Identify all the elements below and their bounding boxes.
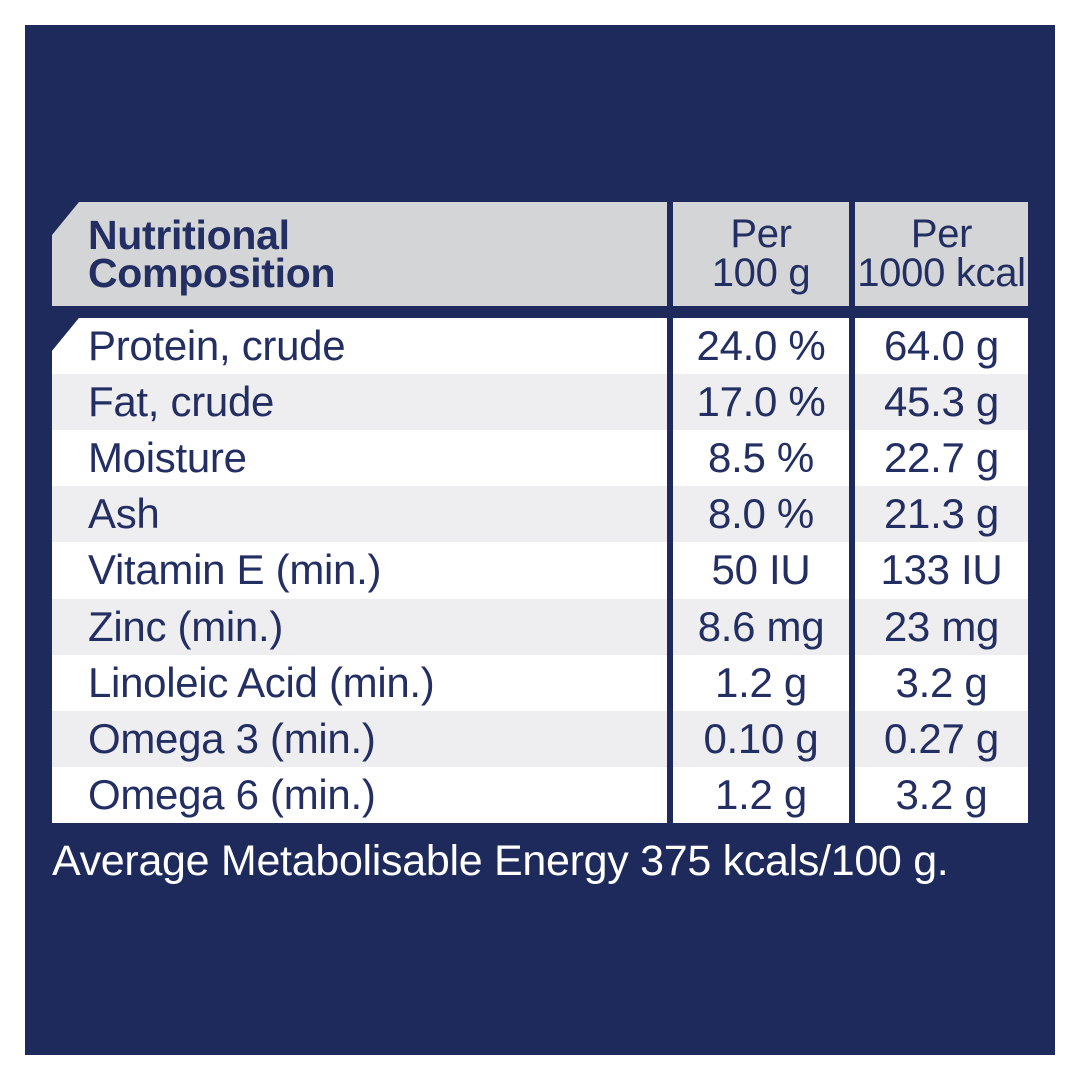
row-value-per-1000kcal: 22.7 g — [884, 434, 999, 482]
row-value-per-100g: 0.10 g — [703, 714, 819, 762]
row-label: Omega 6 (min.) — [88, 770, 376, 818]
row-value-per-1000kcal: 3.2 g — [895, 658, 988, 706]
nutrition-table: Nutritional Composition Per 100 g Per 10… — [52, 202, 1028, 823]
table-row-omega-3: Omega 3 (min.) 0.10 g 0.27 g — [52, 710, 1028, 767]
table-row-moisture: Moisture 8.5 % 22.7 g — [52, 430, 1028, 487]
column-divider-1 — [667, 202, 673, 823]
row-value-per-1000kcal: 64.0 g — [884, 322, 999, 370]
column-divider-2 — [849, 202, 855, 823]
table-row-fat: Fat, crude 17.0 % 45.3 g — [52, 374, 1028, 431]
row-value-per-100g: 50 IU — [711, 546, 811, 594]
metabolisable-energy-note: Average Metabolisable Energy 375 kcals/1… — [52, 837, 949, 885]
row-label: Fat, crude — [88, 378, 275, 426]
row-label: Zinc (min.) — [88, 602, 284, 650]
header-col-per-100g-line2: 100 g — [711, 251, 811, 295]
navy-panel: Nutritional Composition Per 100 g Per 10… — [25, 25, 1055, 1055]
table-row-protein: Protein, crude 24.0 % 64.0 g — [52, 318, 1028, 375]
row-value-per-100g: 8.5 % — [708, 434, 814, 482]
header-title: Nutritional Composition — [52, 202, 667, 306]
row-value-per-100g: 17.0 % — [696, 378, 826, 426]
row-value-per-100g: 8.6 mg — [697, 602, 825, 650]
row-label: Protein, crude — [88, 322, 346, 370]
row-label: Vitamin E (min.) — [88, 546, 382, 594]
header-title-line1: Nutritional — [88, 212, 290, 258]
row-value-per-1000kcal: 21.3 g — [884, 490, 999, 538]
header-col-per-100g-line1: Per — [730, 212, 792, 256]
header-col-per-1000kcal: Per 1000 kcal — [855, 202, 1028, 306]
header-title-line2: Composition — [88, 250, 336, 296]
row-label: Ash — [88, 490, 160, 538]
table-row-zinc: Zinc (min.) 8.6 mg 23 mg — [52, 598, 1028, 655]
table-row-ash: Ash 8.0 % 21.3 g — [52, 486, 1028, 543]
table-row-linoleic-acid: Linoleic Acid (min.) 1.2 g 3.2 g — [52, 654, 1028, 711]
header-col-per-1000kcal-line1: Per — [910, 212, 973, 256]
header-col-per-1000kcal-line2: 1000 kcal — [857, 251, 1026, 295]
table-body: Protein, crude 24.0 % 64.0 g Fat, crude … — [52, 318, 1028, 823]
row-value-per-1000kcal: 133 IU — [880, 546, 1003, 594]
header-col-per-100g: Per 100 g — [673, 202, 849, 306]
table-header-row: Nutritional Composition Per 100 g Per 10… — [52, 202, 1028, 306]
row-value-per-1000kcal: 0.27 g — [884, 714, 999, 762]
table-row-vitamin-e: Vitamin E (min.) 50 IU 133 IU — [52, 542, 1028, 599]
row-value-per-1000kcal: 3.2 g — [895, 770, 988, 818]
table-row-omega-6: Omega 6 (min.) 1.2 g 3.2 g — [52, 766, 1028, 823]
row-value-per-100g: 8.0 % — [708, 490, 814, 538]
row-label: Moisture — [88, 434, 247, 482]
row-value-per-1000kcal: 45.3 g — [884, 378, 999, 426]
row-label: Linoleic Acid (min.) — [88, 658, 435, 706]
row-label: Omega 3 (min.) — [88, 714, 376, 762]
row-value-per-100g: 1.2 g — [715, 658, 807, 706]
row-value-per-100g: 1.2 g — [715, 770, 807, 818]
row-value-per-100g: 24.0 % — [696, 322, 826, 370]
row-value-per-1000kcal: 23 mg — [883, 602, 1000, 650]
